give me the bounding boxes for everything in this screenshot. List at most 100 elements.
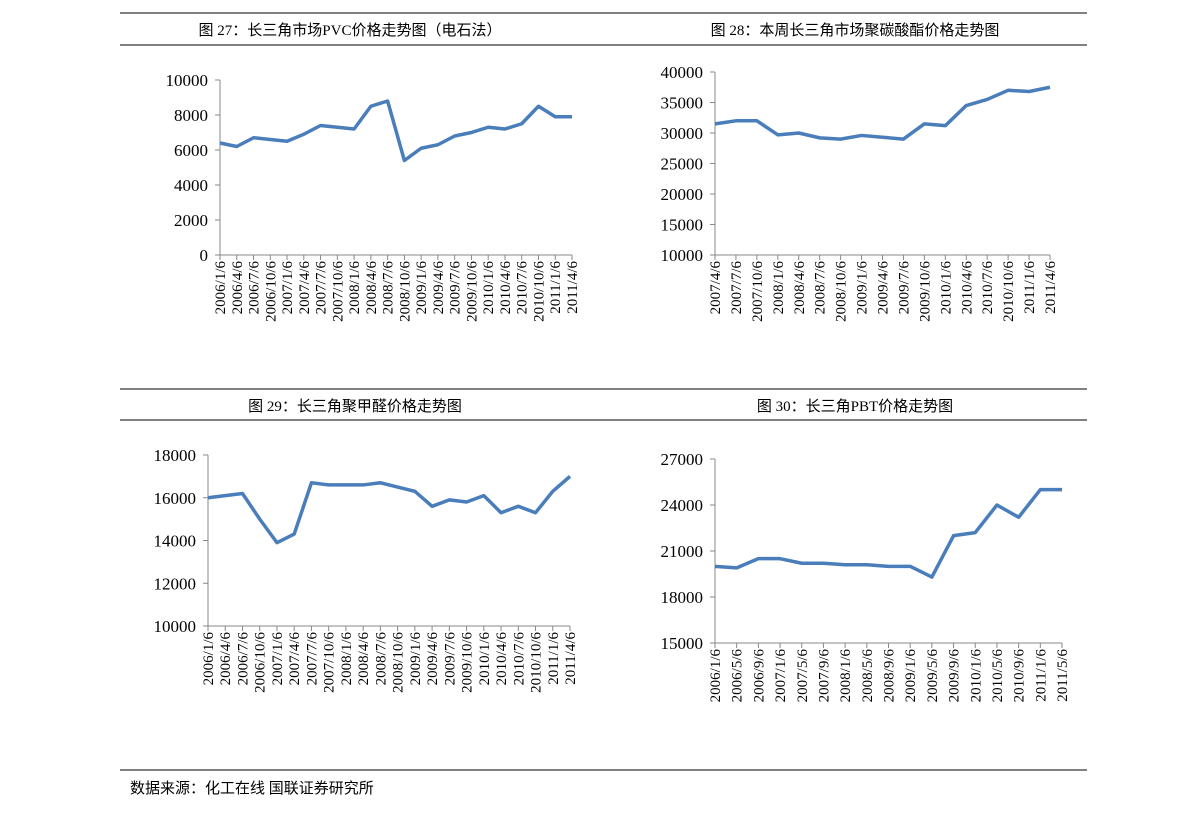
price-line: [219, 99, 572, 163]
price-line: [714, 85, 1051, 141]
x-tick-label: 2009/1/6: [903, 649, 919, 703]
x-tick-label: 2006/5/6: [730, 649, 746, 703]
y-tick-label: 20000: [661, 185, 704, 204]
x-tick-label: 2009/4/6: [431, 261, 447, 315]
x-tick-label: 2009/10/6: [917, 261, 933, 322]
y-tick-label: 6000: [174, 141, 208, 160]
x-tick-label: 2006/4/6: [230, 261, 246, 315]
price-line: [714, 487, 1062, 579]
x-tick-label: 2007/10/6: [330, 261, 346, 322]
x-tick-label: 2010/7/6: [515, 261, 531, 315]
x-tick-label: 2011/4/6: [565, 261, 581, 314]
x-tick-label: 2006/9/6: [751, 649, 767, 703]
x-tick-label: 2006/7/6: [247, 261, 263, 315]
x-tick-label: 2009/5/6: [925, 649, 941, 703]
chart-title: 图 27：长三角市场PVC价格走势图（电石法）: [199, 22, 502, 39]
x-tick-label: 2007/4/6: [708, 261, 724, 315]
y-tick-label: 0: [200, 246, 209, 265]
x-tick-label: 2008/7/6: [373, 632, 389, 686]
x-tick-label: 2011/1/6: [1033, 649, 1049, 702]
x-tick-label: 2009/4/6: [425, 632, 441, 686]
x-tick-label: 2006/4/6: [218, 632, 234, 686]
x-tick-label: 2008/10/6: [391, 632, 407, 693]
x-tick-label: 2008/1/6: [838, 649, 854, 703]
y-tick-label: 12000: [154, 574, 197, 593]
x-tick-label: 2007/5/6: [795, 649, 811, 703]
x-tick-label: 2010/4/6: [959, 261, 975, 315]
x-tick-label: 2008/5/6: [860, 649, 876, 703]
y-tick-label: 30000: [661, 124, 704, 143]
y-tick-label: 35000: [661, 94, 704, 113]
x-tick-label: 2009/1/6: [408, 632, 424, 686]
y-tick-label: 15000: [661, 216, 704, 235]
x-tick-label: 2008/10/6: [834, 261, 850, 322]
x-tick-label: 2008/4/6: [364, 261, 380, 315]
price-line: [207, 475, 572, 545]
x-tick-label: 2007/4/6: [297, 261, 313, 315]
x-tick-label: 2010/10/6: [531, 261, 547, 322]
x-tick-label: 2007/1/6: [280, 261, 296, 315]
chart-title: 图 28：本周长三角市场聚碳酸酯价格走势图: [711, 22, 1000, 39]
x-tick-label: 2008/1/6: [347, 261, 363, 315]
x-tick-label: 2009/1/6: [855, 261, 871, 315]
x-tick-label: 2008/9/6: [882, 649, 898, 703]
y-tick-label: 14000: [154, 532, 197, 551]
y-tick-label: 27000: [661, 450, 704, 469]
x-tick-label: 2007/9/6: [816, 649, 832, 703]
x-tick-label: 2011/1/6: [1022, 261, 1038, 314]
x-tick-label: 2010/1/6: [938, 261, 954, 315]
x-tick-label: 2009/7/6: [896, 261, 912, 315]
y-tick-label: 10000: [166, 71, 209, 90]
x-tick-label: 2008/4/6: [356, 632, 372, 686]
x-tick-label: 2010/1/6: [968, 649, 984, 703]
chart-title: 图 29：长三角聚甲醛价格走势图: [248, 398, 462, 415]
y-tick-label: 25000: [661, 155, 704, 174]
x-tick-label: 2009/10/6: [464, 261, 480, 322]
x-tick-label: 2010/7/6: [980, 261, 996, 315]
x-tick-label: 2007/7/6: [314, 261, 330, 315]
x-tick-label: 2008/1/6: [771, 261, 787, 315]
y-tick-label: 21000: [661, 542, 704, 561]
x-tick-label: 2010/4/6: [494, 632, 510, 686]
x-tick-label: 2009/7/6: [442, 632, 458, 686]
x-tick-label: 2010/5/6: [990, 649, 1006, 703]
x-tick-label: 2006/10/6: [263, 261, 279, 322]
y-tick-label: 2000: [174, 211, 208, 230]
y-tick-label: 15000: [661, 634, 704, 653]
y-tick-label: 10000: [661, 246, 704, 265]
x-tick-label: 2006/1/6: [213, 261, 229, 315]
x-tick-label: 2011/1/6: [546, 632, 562, 685]
x-tick-label: 2008/7/6: [381, 261, 397, 315]
x-tick-label: 2008/4/6: [792, 261, 808, 315]
x-tick-label: 2011/4/6: [1043, 261, 1059, 314]
x-tick-label: 2010/9/6: [1012, 649, 1028, 703]
x-tick-label: 2011/4/6: [563, 632, 579, 685]
x-tick-label: 2007/1/6: [773, 649, 789, 703]
x-tick-label: 2009/10/6: [460, 632, 476, 693]
source-note: 数据来源：化工在线 国联证券研究所: [130, 780, 374, 797]
y-tick-label: 24000: [661, 496, 704, 515]
x-tick-label: 2010/4/6: [498, 261, 514, 315]
x-tick-label: 2008/7/6: [813, 261, 829, 315]
x-tick-label: 2011/5/6: [1055, 649, 1071, 702]
x-tick-label: 2009/9/6: [947, 649, 963, 703]
y-tick-label: 8000: [174, 106, 208, 125]
x-tick-label: 2010/1/6: [481, 261, 497, 315]
x-tick-label: 2009/1/6: [414, 261, 430, 315]
y-tick-label: 18000: [661, 588, 704, 607]
x-tick-label: 2007/1/6: [270, 632, 286, 686]
x-tick-label: 2006/1/6: [201, 632, 217, 686]
x-tick-label: 2007/10/6: [322, 632, 338, 693]
x-tick-label: 2006/10/6: [253, 632, 269, 693]
y-tick-label: 18000: [154, 446, 197, 465]
x-tick-label: 2007/7/6: [729, 261, 745, 315]
x-tick-label: 2009/7/6: [448, 261, 464, 315]
x-tick-label: 2008/1/6: [339, 632, 355, 686]
x-tick-label: 2008/10/6: [397, 261, 413, 322]
y-tick-label: 10000: [154, 617, 197, 636]
y-tick-label: 16000: [154, 489, 197, 508]
y-tick-label: 4000: [174, 176, 208, 195]
x-tick-label: 2006/1/6: [708, 649, 724, 703]
y-tick-label: 40000: [661, 63, 704, 82]
